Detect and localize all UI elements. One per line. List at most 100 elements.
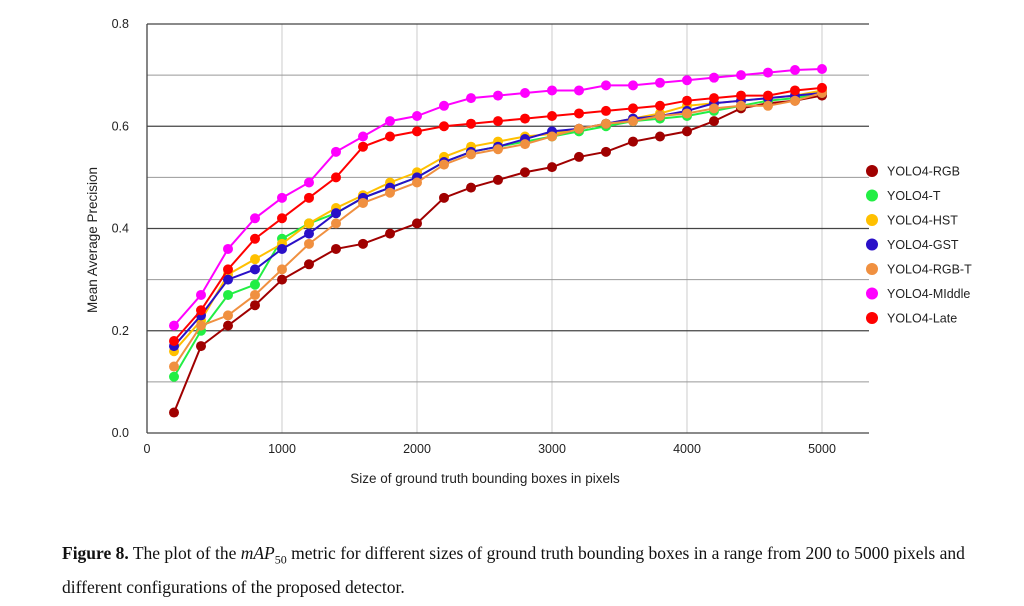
data-point (439, 192, 449, 203)
data-point (628, 80, 638, 91)
legend-item: YOLO4-T (866, 189, 941, 203)
data-point (574, 108, 584, 119)
data-point (547, 162, 557, 173)
data-point (277, 243, 287, 254)
data-point (709, 116, 719, 127)
data-point (277, 192, 287, 203)
legend-label: YOLO4-HST (887, 214, 958, 228)
data-point (169, 361, 179, 372)
legend-marker (866, 238, 878, 251)
y-axis-label: Mean Average Precision (85, 167, 100, 313)
legend-label: YOLO4-RGB-T (887, 263, 972, 277)
legend-marker (866, 263, 878, 275)
data-point (655, 77, 665, 88)
legend-marker (866, 287, 878, 300)
data-point (682, 126, 692, 137)
data-point (628, 103, 638, 114)
legend-marker (866, 189, 878, 202)
y-tick-label: 0.0 (112, 426, 129, 440)
data-point (223, 289, 233, 300)
data-point (574, 123, 584, 134)
caption-text: The plot of the (128, 543, 241, 563)
y-tick-label: 0.6 (112, 119, 129, 133)
figure-caption: Figure 8. The plot of the mAP50 metric f… (62, 540, 1012, 601)
caption-label: Figure 8. (62, 543, 129, 563)
grid (147, 23, 869, 433)
series-yolo4-gst (169, 88, 827, 352)
data-point (466, 149, 476, 160)
x-tick-label: 4000 (673, 442, 701, 456)
data-point (466, 93, 476, 104)
data-point (250, 213, 260, 224)
legend: YOLO4-RGB YOLO4-T YOLO4-HST YOLO4-GST YOLO4-… (866, 165, 972, 326)
data-point (790, 65, 800, 76)
data-point (574, 151, 584, 162)
x-tick-label: 1000 (268, 442, 296, 456)
legend-marker (866, 312, 878, 324)
data-point (250, 233, 260, 244)
data-point (169, 407, 179, 418)
data-point (601, 105, 611, 116)
data-point (223, 264, 233, 275)
data-point (601, 146, 611, 157)
data-point (547, 85, 557, 96)
data-point (223, 274, 233, 285)
data-point (466, 118, 476, 129)
y-tick-label: 0.8 (112, 17, 129, 31)
data-point (520, 88, 530, 99)
series-yolo4-late (169, 82, 827, 346)
data-point (439, 121, 449, 132)
legend-item: YOLO4-RGB (866, 165, 960, 179)
data-point (196, 305, 206, 316)
data-point (817, 82, 827, 93)
data-point (763, 100, 773, 111)
data-point (304, 177, 314, 188)
series-line (173, 92, 823, 378)
data-point (169, 320, 179, 331)
data-point (250, 264, 260, 275)
data-point (655, 100, 665, 111)
data-point (547, 111, 557, 122)
data-point (628, 116, 638, 127)
data-point (250, 289, 260, 300)
y-tick-label: 0.4 (112, 222, 129, 236)
x-axis-label: Size of ground truth bounding boxes in p… (350, 471, 620, 486)
data-point (763, 67, 773, 78)
data-point (655, 111, 665, 122)
data-point (574, 85, 584, 96)
data-point (790, 85, 800, 96)
data-point (736, 100, 746, 111)
data-point (682, 95, 692, 106)
legend-label: YOLO4-GST (887, 238, 959, 252)
data-point (223, 310, 233, 321)
data-point (682, 75, 692, 86)
data-point (709, 103, 719, 114)
data-point (331, 172, 341, 183)
legend-item: YOLO4-MIddle (866, 287, 970, 301)
series-line (173, 92, 823, 347)
caption-text: metric for different sizes of ground tru… (62, 543, 965, 597)
legend-label: YOLO4-MIddle (887, 287, 970, 301)
x-tick-label: 3000 (538, 442, 566, 456)
data-point (385, 116, 395, 127)
data-point (385, 228, 395, 239)
data-point (304, 218, 314, 229)
series-lines (169, 63, 827, 418)
data-point (709, 72, 719, 83)
data-point (817, 63, 827, 74)
data-point (439, 100, 449, 111)
data-point (412, 111, 422, 122)
data-point (493, 90, 503, 101)
data-point (493, 174, 503, 185)
legend-label: YOLO4-T (887, 189, 941, 203)
data-point (223, 243, 233, 254)
data-point (358, 197, 368, 208)
data-point (385, 187, 395, 198)
data-point (250, 300, 260, 311)
data-point (331, 218, 341, 229)
map-line-chart: 0 1000 2000 3000 4000 5000 0.0 0.2 0.4 0.6 0.8 YOL… (85, 17, 972, 486)
data-point (628, 136, 638, 147)
data-point (196, 289, 206, 300)
data-point (412, 218, 422, 229)
data-point (331, 146, 341, 157)
